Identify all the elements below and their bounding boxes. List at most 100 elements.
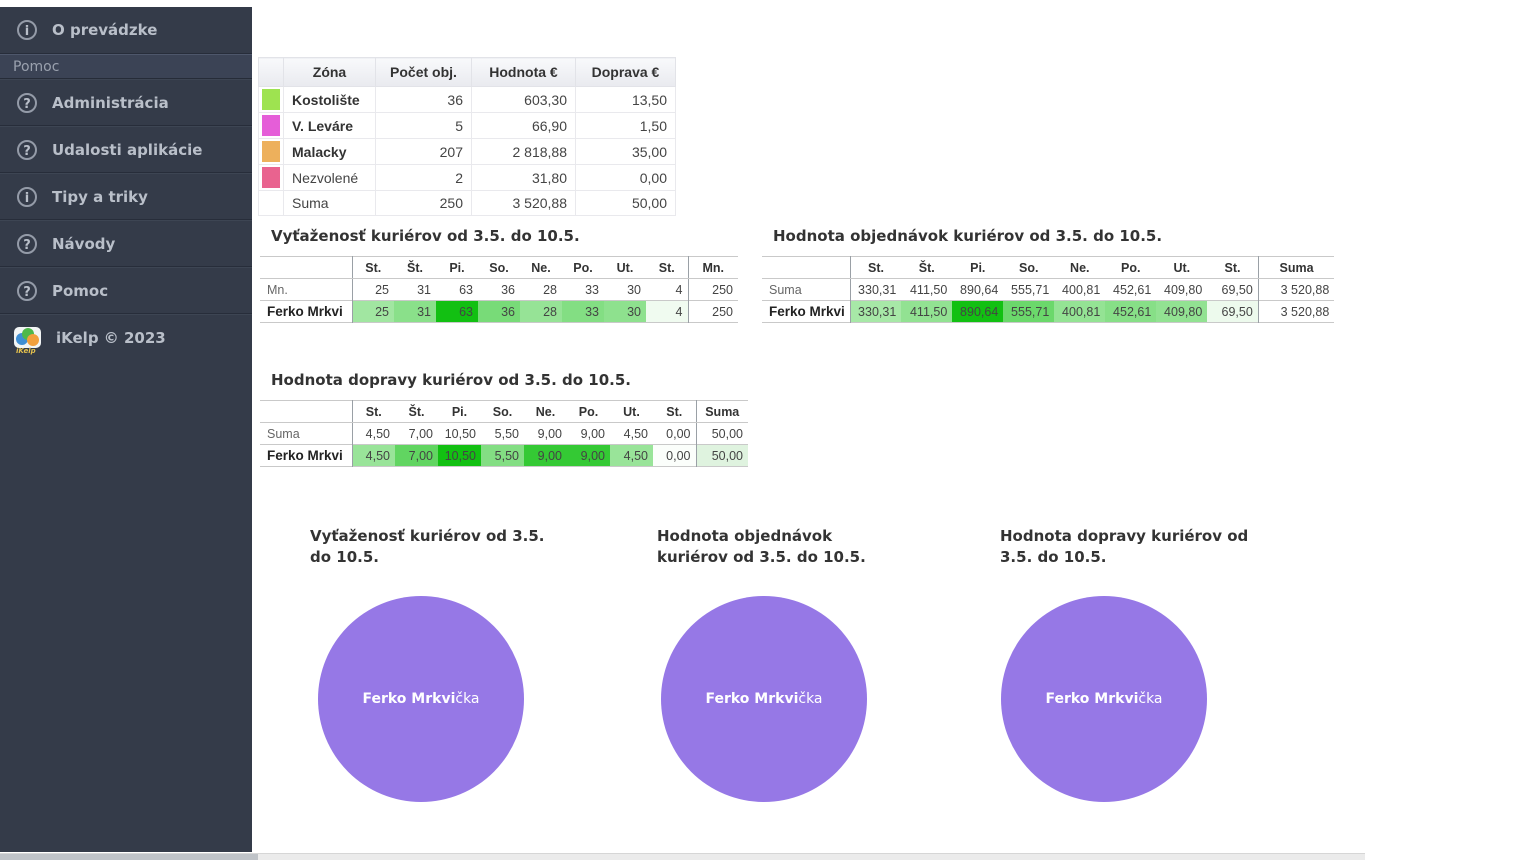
- zone-order-count: 2: [375, 164, 472, 191]
- summary-row-label: Suma: [267, 426, 300, 441]
- value-cell: 0,00: [666, 426, 691, 441]
- value-cell: 5,50: [494, 426, 519, 441]
- value-cell: 9,00: [580, 426, 605, 441]
- zone-order-value: 3 520,88: [471, 190, 576, 216]
- scrollbar-thumb[interactable]: [0, 854, 258, 860]
- value-cell: 0,00: [653, 444, 696, 467]
- zone-name: Nezvolené: [283, 164, 376, 191]
- value-cell: 7,00: [395, 444, 438, 467]
- order-value-section: Hodnota objednávok kuriérov od 3.5. do 1…: [762, 227, 1335, 323]
- value-cell: 36: [478, 300, 520, 323]
- chart-title-line: Hodnota objednávok: [657, 527, 833, 545]
- sidebar-item-tipy-a-triky[interactable]: i Tipy a triky: [0, 173, 252, 220]
- value-cell: 28: [520, 300, 562, 323]
- shipping-value-section: Hodnota dopravy kuriérov od 3.5. do 10.5…: [260, 371, 748, 467]
- zone-row: Nezvolené 2 31,80 0,00: [258, 164, 676, 191]
- value-cell: 10,50: [444, 426, 476, 441]
- zone-color-swatch: [262, 141, 280, 162]
- column-header-so: So.: [1003, 256, 1055, 279]
- sidebar-item-navody[interactable]: ? Návody: [0, 220, 252, 267]
- table-title: Vyťaženosť kuriérov od 3.5. do 10.5.: [271, 227, 580, 245]
- sidebar-item-o-prevadzke[interactable]: i O prevádzke: [0, 7, 252, 54]
- value-cell: 33: [585, 282, 599, 297]
- summary-row-label: Suma: [769, 282, 802, 297]
- column-header-pi: Pi.: [952, 256, 1004, 279]
- value-cell: 3 520,88: [1257, 278, 1335, 301]
- zone-order-count: 5: [375, 112, 472, 139]
- sidebar-item-label: O prevádzke: [52, 21, 158, 39]
- value-cell: 3 520,88: [1257, 300, 1335, 323]
- value-cell: 28: [543, 282, 557, 297]
- column-header-ne: Ne.: [524, 400, 567, 423]
- table-row: Suma 330,31 411,50 890,64 555,71 400,81 452,61…: [762, 278, 1335, 301]
- value-cell: 4: [675, 282, 683, 297]
- zone-shipping-value: 13,50: [575, 86, 676, 113]
- zone-color-cell: [258, 112, 284, 139]
- column-header-ne: Ne.: [520, 256, 562, 279]
- column-header-št: Št.: [901, 256, 953, 279]
- column-header-mn: Mn.: [687, 256, 738, 279]
- value-cell: 31: [394, 300, 436, 323]
- shipping-value-table: St. Št. Pi. So. Ne. Po. Ut. St. Suma Suma 4,50 7,00…: [260, 400, 748, 467]
- value-cell: 63: [459, 282, 473, 297]
- sidebar-item-label: Tipy a triky: [52, 187, 148, 206]
- value-cell: 452,61: [1105, 300, 1157, 323]
- value-cell: 36: [501, 282, 515, 297]
- order-value-table: St. Št. Pi. So. Ne. Po. Ut. St. Suma Suma 330,31 41…: [762, 256, 1335, 323]
- zone-row: Malacky 207 2 818,88 35,00: [258, 138, 676, 165]
- pie-label-bold: Ferko Mrkvi: [362, 691, 456, 707]
- value-cell: 330,31: [849, 300, 902, 323]
- logo-dot-orange: [27, 334, 39, 346]
- table-row: Ferko Mrkvi 25 31 63 36 28 33 30 4 250: [260, 300, 738, 323]
- sidebar-item-pomoc[interactable]: ? Pomoc: [0, 267, 252, 314]
- value-cell: 411,50: [901, 300, 953, 323]
- column-header-ut: Ut.: [604, 256, 646, 279]
- pie-label-bold: Ferko Mrkvi: [705, 691, 799, 707]
- courier-load-section: Vyťaženosť kuriérov od 3.5. do 10.5. St.…: [260, 227, 738, 323]
- question-icon: ?: [17, 139, 37, 160]
- info-icon: i: [17, 186, 37, 207]
- column-header-hodnota: Hodnota €: [471, 57, 576, 87]
- pie-label-rest: čka: [798, 691, 823, 707]
- zone-order-value: 31,80: [471, 164, 576, 191]
- sidebar-section-pomoc: Pomoc: [0, 54, 252, 79]
- value-cell: 4: [646, 300, 688, 323]
- value-cell: 50,00: [695, 444, 748, 467]
- value-cell: 63: [436, 300, 478, 323]
- table-title: Hodnota objednávok kuriérov od 3.5. do 1…: [773, 227, 1163, 245]
- pie-slice-label: Ferko Mrkvička: [362, 691, 479, 707]
- value-cell: 409,80: [1156, 300, 1208, 323]
- horizontal-scrollbar[interactable]: [0, 853, 1365, 860]
- question-icon: ?: [17, 92, 37, 113]
- zone-order-count: 207: [375, 138, 472, 165]
- value-cell: 50,00: [695, 422, 748, 445]
- column-header-po: Po.: [1105, 256, 1157, 279]
- column-header-po: Po.: [562, 256, 604, 279]
- value-cell: 31: [417, 282, 431, 297]
- sidebar-item-label: Návody: [52, 234, 116, 253]
- table-row: Ferko Mrkvi 4,50 7,00 10,50 5,50 9,00 9,00 4,50…: [260, 444, 748, 467]
- value-cell: 250: [687, 300, 738, 323]
- column-header-zona: Zóna: [283, 57, 376, 87]
- value-cell: 400,81: [1054, 300, 1106, 323]
- value-cell: 9,00: [537, 426, 562, 441]
- question-icon: ?: [17, 233, 37, 254]
- courier-load-table: St. Št. Pi. So. Ne. Po. Ut. St. Mn. Mn. 25 31 63 36 28…: [260, 256, 738, 323]
- sidebar-item-administracia[interactable]: ? Administrácia: [0, 79, 252, 126]
- sidebar-item-udalosti-aplikacie[interactable]: ? Udalosti aplikácie: [0, 126, 252, 173]
- table-row: Mn. 25 31 63 36 28 33 30 4 250: [260, 278, 738, 301]
- sidebar-item-label: Administrácia: [52, 93, 169, 112]
- value-cell: 400,81: [1062, 282, 1101, 297]
- pie-chart-shipping-value: Hodnota dopravy kuriérov od 3.5. do 10.5…: [1000, 526, 1248, 802]
- zone-total-row: Suma 250 3 520,88 50,00: [258, 190, 676, 216]
- column-header-suma: Suma: [695, 400, 748, 423]
- value-cell: 10,50: [438, 444, 481, 467]
- value-cell: 452,61: [1113, 282, 1152, 297]
- pie-label-rest: čka: [455, 691, 480, 707]
- question-icon: ?: [17, 280, 37, 301]
- sidebar-item-label: Pomoc: [52, 281, 109, 300]
- chart-title-line: do 10.5.: [310, 548, 379, 566]
- row-label-header: [762, 256, 851, 279]
- zone-order-value: 603,30: [471, 86, 576, 113]
- zone-row: V. Leváre 5 66,90 1,50: [258, 112, 676, 139]
